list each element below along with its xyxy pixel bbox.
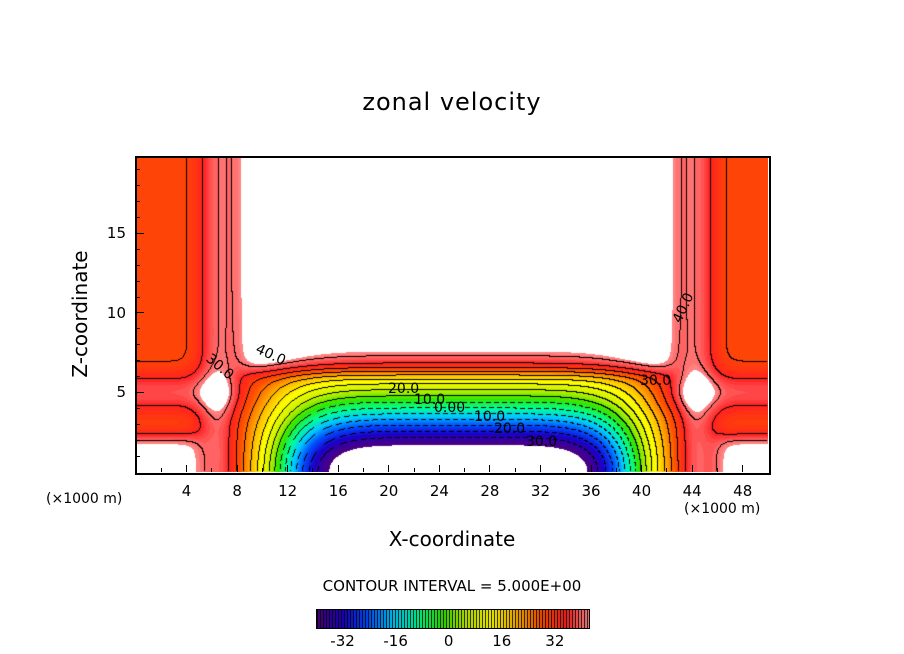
colorbar-tick-label: 0 — [443, 632, 454, 650]
contour-label: 30.0 — [640, 373, 672, 389]
x-minor-tick — [160, 468, 162, 472]
chart-title: zonal velocity — [362, 88, 542, 116]
x-unit-label-right: (×1000 m) — [684, 501, 761, 517]
x-tick-mark — [489, 465, 491, 472]
contour-label: 10.0 — [474, 409, 506, 425]
y-minor-tick — [136, 185, 140, 187]
contour-label: 10.0 — [414, 392, 446, 408]
y-minor-tick — [136, 344, 140, 346]
x-minor-tick — [514, 468, 516, 472]
x-tick-mark — [287, 465, 289, 472]
y-tick-label: 15 — [106, 224, 126, 243]
y-minor-tick — [136, 296, 140, 298]
y-tick-mark — [136, 312, 144, 314]
y-minor-tick — [136, 407, 140, 409]
y-minor-tick — [136, 201, 140, 203]
x-tick-label: 48 — [733, 482, 753, 500]
plot-frame — [135, 156, 771, 475]
x-tick-label: 44 — [682, 482, 702, 500]
x-tick-mark — [590, 465, 592, 472]
colorbar-tick-label: -16 — [383, 632, 408, 650]
y-minor-tick — [136, 455, 140, 457]
colorbar-tick-label: 32 — [545, 632, 565, 650]
contour-field — [136, 157, 768, 472]
x-tick-label: 12 — [278, 482, 298, 500]
y-minor-tick — [136, 423, 140, 425]
x-tick-mark — [337, 465, 339, 472]
y-minor-tick — [136, 280, 140, 282]
x-tick-mark — [438, 465, 440, 472]
x-tick-label: 16 — [328, 482, 348, 500]
y-minor-tick — [136, 328, 140, 330]
y-minor-tick — [136, 439, 140, 441]
x-tick-mark — [236, 465, 238, 472]
x-tick-mark — [539, 465, 541, 472]
x-tick-mark — [641, 465, 643, 472]
x-minor-tick — [261, 468, 263, 472]
x-tick-mark — [186, 465, 188, 472]
y-tick-mark — [136, 391, 144, 393]
x-minor-tick — [211, 468, 213, 472]
x-tick-label: 40 — [632, 482, 652, 500]
x-tick-label: 20 — [379, 482, 399, 500]
x-minor-tick — [363, 468, 365, 472]
x-minor-tick — [615, 468, 617, 472]
contour-label: 0.00 — [434, 400, 466, 416]
x-tick-label: 24 — [429, 482, 449, 500]
contour-label: 30.0 — [526, 434, 558, 450]
x-minor-tick — [464, 468, 466, 472]
y-minor-tick — [136, 264, 140, 266]
y-minor-tick — [136, 216, 140, 218]
x-tick-mark — [691, 465, 693, 472]
contour-label: 20.0 — [388, 381, 420, 397]
y-minor-tick — [136, 376, 140, 378]
colorbar-tick-label: 16 — [492, 632, 512, 650]
contour-interval-text: CONTOUR INTERVAL = 5.000E+00 — [322, 577, 582, 595]
x-tick-mark — [388, 465, 390, 472]
x-unit-label-left: (×1000 m) — [46, 491, 123, 507]
x-tick-label: 8 — [232, 482, 242, 500]
x-minor-tick — [666, 468, 668, 472]
x-tick-label: 32 — [530, 482, 551, 500]
x-minor-tick — [312, 468, 314, 472]
x-tick-label: 28 — [480, 482, 500, 500]
x-tick-label: 4 — [181, 482, 192, 500]
x-minor-tick — [565, 468, 567, 472]
contour-label: 20.0 — [494, 421, 526, 437]
x-axis-label: X-coordinate — [388, 527, 516, 551]
y-tick-label: 5 — [116, 383, 126, 402]
y-tick-mark — [136, 232, 144, 234]
x-minor-tick — [413, 468, 415, 472]
colorbar-tick-label: -32 — [330, 632, 355, 650]
y-tick-label: 10 — [106, 303, 126, 322]
y-minor-tick — [136, 169, 140, 171]
y-minor-tick — [136, 248, 140, 250]
x-tick-mark — [742, 465, 744, 472]
x-tick-label: 36 — [581, 482, 601, 500]
x-minor-tick — [716, 468, 718, 472]
colorbar — [316, 609, 590, 629]
y-minor-tick — [136, 360, 140, 362]
